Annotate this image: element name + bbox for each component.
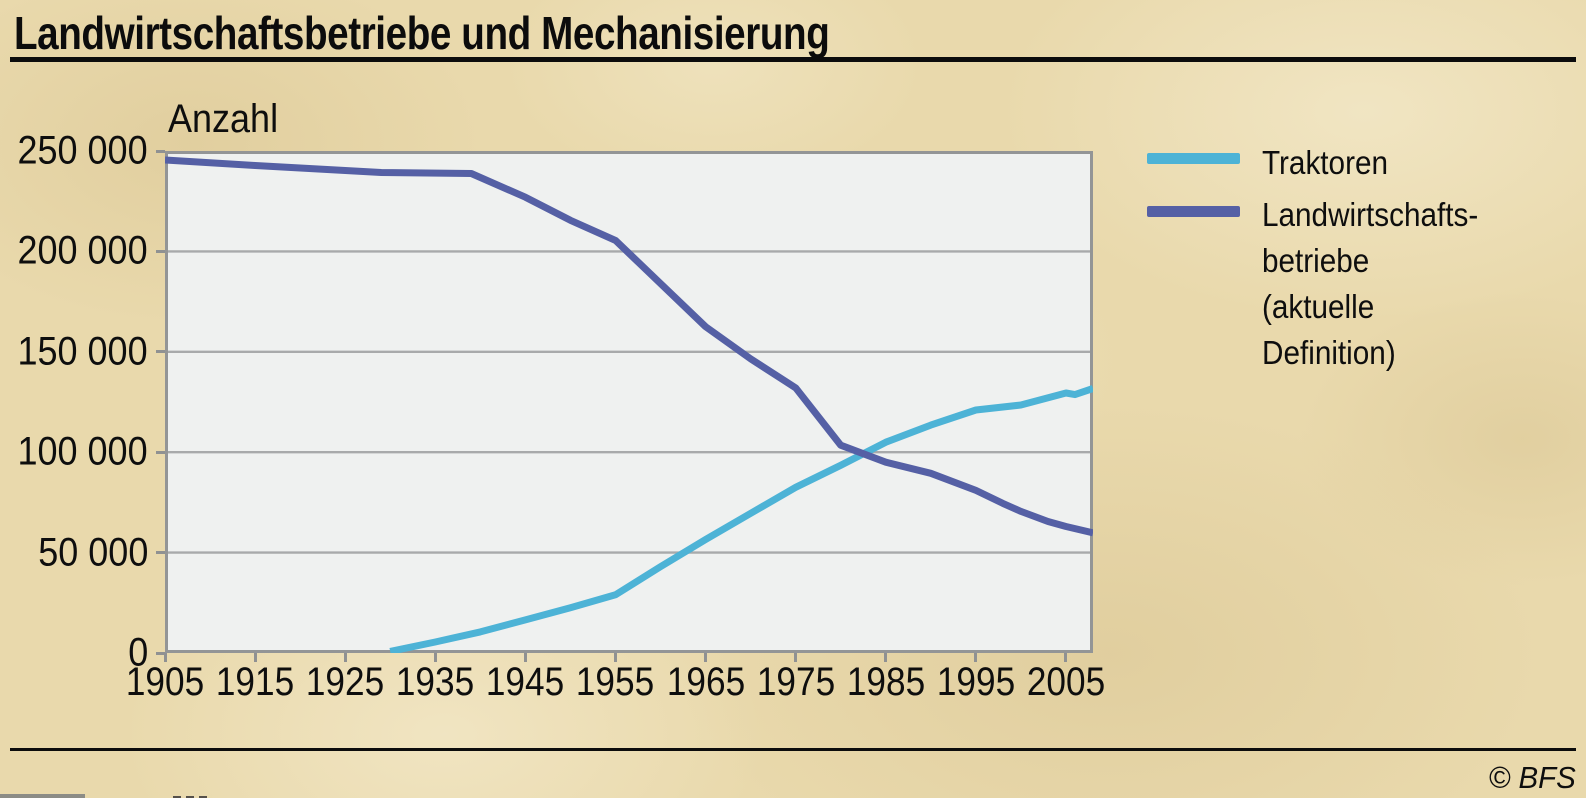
y-axis-tick: [156, 551, 165, 555]
traktoren-swatch: [1147, 153, 1240, 164]
y-axis-tick: [156, 149, 165, 153]
y-axis-title: Anzahl: [168, 97, 279, 141]
betriebe-swatch: [1147, 206, 1240, 217]
traktoren-line: [389, 385, 1093, 653]
x-axis-label: 1985: [846, 660, 925, 704]
title-rule: [10, 57, 1576, 62]
y-axis-tick: [156, 249, 165, 253]
traktoren-label: Traktoren: [1262, 144, 1388, 181]
cutoff-artifact-bar: [0, 794, 85, 798]
x-axis-label: 2005: [1026, 660, 1106, 704]
y-axis-tick: [156, 350, 165, 354]
betriebe-label: Landwirtschafts- betriebe (aktuelle Defi…: [1262, 196, 1479, 371]
plot-border: [165, 151, 1093, 653]
y-axis-label: 250 000: [17, 128, 148, 173]
x-axis-tick: [974, 653, 978, 662]
cutoff-artifact-mark: [199, 796, 207, 798]
y-axis-tick: [156, 651, 165, 655]
y-axis-label: 100 000: [17, 429, 148, 474]
x-axis-label: 1995: [936, 660, 1016, 704]
x-axis-tick: [1064, 653, 1068, 662]
x-axis-tick: [253, 653, 257, 662]
x-axis-tick: [343, 653, 347, 662]
x-axis-tick: [613, 653, 617, 662]
chart-title: Landwirtschaftsbetriebe und Mechanisieru…: [14, 7, 830, 59]
y-axis-label: 50 000: [37, 530, 148, 575]
x-axis-label: 1925: [306, 660, 385, 704]
x-axis-tick: [433, 653, 437, 662]
x-axis-label: 1915: [215, 660, 295, 704]
x-axis-tick: [884, 653, 888, 662]
x-axis-label: 1965: [666, 660, 745, 704]
y-axis-tick: [156, 450, 165, 454]
x-axis-label: 1945: [486, 660, 565, 704]
betriebe-line: [165, 156, 1093, 537]
footer-rule: [10, 748, 1576, 751]
x-axis-label: 1935: [396, 660, 475, 704]
y-axis-label: 150 000: [17, 329, 148, 374]
x-axis-label: 1905: [125, 660, 205, 704]
copyright-bfs: © BFS: [1488, 760, 1576, 795]
y-axis-label: 200 000: [17, 228, 148, 273]
plot-background: [165, 151, 1093, 653]
x-axis-tick: [704, 653, 708, 662]
cutoff-artifact-mark: [173, 796, 181, 798]
x-axis-tick: [163, 653, 167, 662]
x-axis-label: 1955: [576, 660, 655, 704]
x-axis-tick: [794, 653, 798, 662]
y-axis-label: 0: [127, 630, 148, 675]
x-axis-tick: [523, 653, 527, 662]
cutoff-artifact-mark: [186, 796, 194, 798]
chart-svg: [165, 151, 1093, 653]
x-axis-label: 1975: [756, 660, 835, 704]
